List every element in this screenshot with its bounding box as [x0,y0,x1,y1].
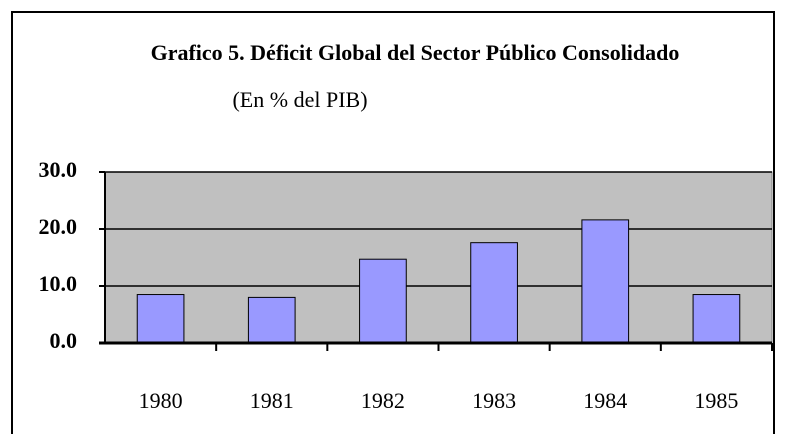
x-tick-label: 1984 [583,388,627,413]
bar [359,258,407,344]
bar [692,294,741,344]
bar [247,296,296,344]
frame [11,11,775,434]
chart-title: Grafico 5. Déficit Global del Sector Púb… [151,40,680,65]
y-tick-label: 30.0 [39,157,78,182]
bar [136,294,185,344]
y-tick-label: 0.0 [50,328,78,353]
plot-area [104,171,773,344]
x-tick-label: 1980 [139,388,183,413]
x-tick-label: 1981 [250,388,294,413]
y-tick-label: 20.0 [39,214,78,239]
bar [470,242,518,344]
x-tick-label: 1982 [361,388,405,413]
bar [581,219,630,344]
x-tick-label: 1985 [694,388,738,413]
y-tick-label: 10.0 [39,271,78,296]
chart-subtitle: (En % del PIB) [232,87,367,112]
x-tick-label: 1983 [472,388,516,413]
